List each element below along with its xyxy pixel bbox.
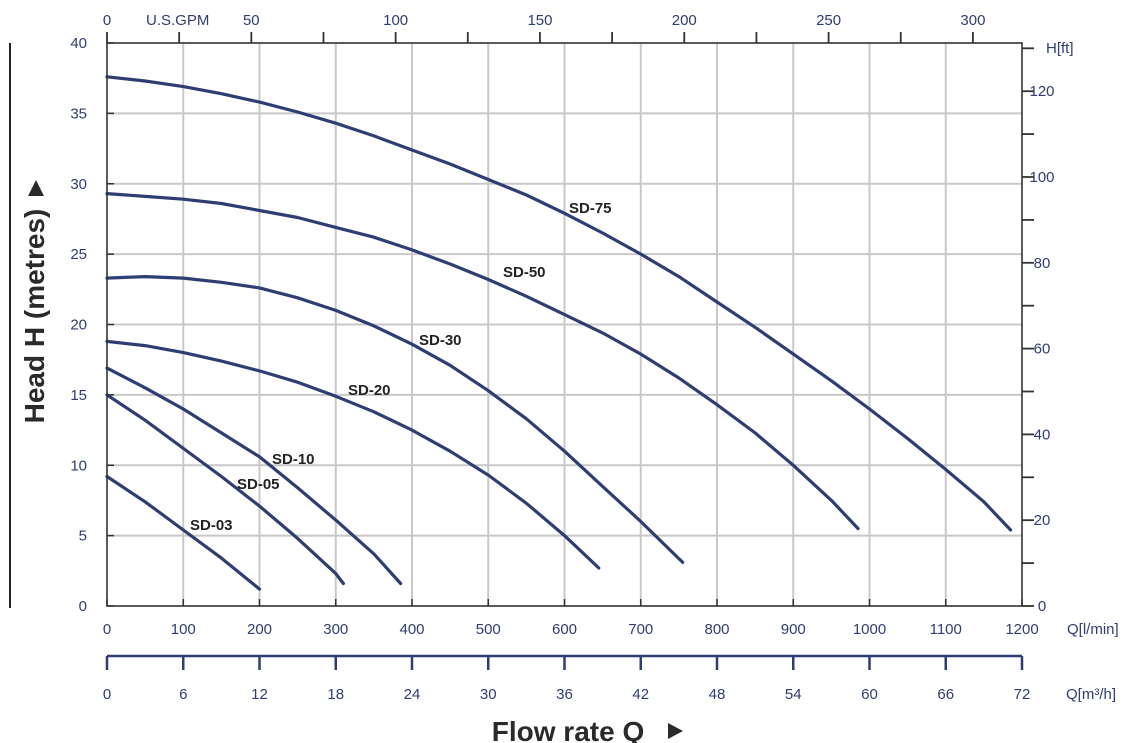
x-tick-label: 300 xyxy=(323,621,348,638)
series-label-sd-50: SD-50 xyxy=(503,264,546,281)
top-unit-label: U.S.GPM xyxy=(146,12,209,29)
bottom2-unit-label: Q[m³/h] xyxy=(1066,686,1116,703)
bottom2-tick-label: 66 xyxy=(937,686,954,703)
y-axis-arrow-icon xyxy=(28,180,44,196)
bottom2-tick-label: 60 xyxy=(861,686,878,703)
bottom2-tick-label: 6 xyxy=(179,686,187,703)
top-tick-label: 300 xyxy=(960,12,985,29)
grid xyxy=(107,43,1022,606)
x-tick-label: 800 xyxy=(704,621,729,638)
y-tick-label: 15 xyxy=(70,387,87,404)
curve-sd-75 xyxy=(105,75,1013,532)
curves xyxy=(105,75,1013,591)
curve-sd-05 xyxy=(105,393,345,586)
series-label-sd-75: SD-75 xyxy=(569,200,612,217)
right-unit-label: H[ft] xyxy=(1046,40,1074,57)
bottom2-tick-label: 12 xyxy=(251,686,268,703)
bottom2-tick-label: 24 xyxy=(404,686,421,703)
axes xyxy=(9,32,1034,670)
bottom2-tick-label: 48 xyxy=(709,686,726,703)
series-label-sd-03: SD-03 xyxy=(190,517,233,534)
bottom2-tick-label: 0 xyxy=(103,686,111,703)
y-tick-label: 5 xyxy=(79,528,87,545)
top-tick-label: 100 xyxy=(383,12,408,29)
x-tick-label: 200 xyxy=(247,621,272,638)
y-tick-label: 10 xyxy=(70,457,87,474)
y-tick-label: 30 xyxy=(70,176,87,193)
x-tick-label: 600 xyxy=(552,621,577,638)
curve-sd-30 xyxy=(105,275,685,564)
bottom2-tick-label: 42 xyxy=(632,686,649,703)
x-tick-label: 700 xyxy=(628,621,653,638)
series-label-sd-05: SD-05 xyxy=(237,476,280,493)
bottom2-tick-label: 72 xyxy=(1014,686,1031,703)
curve-sd-50 xyxy=(105,192,860,531)
right-tick-label: 80 xyxy=(1034,255,1051,272)
x-tick-label: 1100 xyxy=(930,621,962,638)
right-tick-label: 100 xyxy=(1029,169,1054,186)
x-tick-label: 1200 xyxy=(1005,621,1038,638)
top-tick-label: 150 xyxy=(527,12,552,29)
bottom2-tick-label: 30 xyxy=(480,686,497,703)
x-tick-label: 400 xyxy=(399,621,424,638)
top-tick-label: 0 xyxy=(103,12,111,29)
x-tick-label: 1000 xyxy=(853,621,886,638)
curve-sd-03 xyxy=(105,474,262,591)
right-tick-label: 120 xyxy=(1029,83,1054,100)
curve-sd-10 xyxy=(105,366,403,586)
x-tick-label: 500 xyxy=(476,621,501,638)
y-tick-label: 35 xyxy=(70,105,87,122)
y-tick-label: 0 xyxy=(79,598,87,615)
x-tick-label: 0 xyxy=(103,621,111,638)
y-tick-label: 25 xyxy=(70,246,87,263)
x-tick-label: 900 xyxy=(781,621,806,638)
y-tick-label: 20 xyxy=(70,317,87,334)
right-tick-label: 60 xyxy=(1034,341,1051,358)
top-tick-label: 250 xyxy=(816,12,841,29)
series-label-sd-30: SD-30 xyxy=(419,332,462,349)
y-axis-title: Head H (metres) xyxy=(19,209,50,424)
bottom2-tick-label: 36 xyxy=(556,686,573,703)
x-tick-label: 100 xyxy=(171,621,196,638)
right-tick-label: 20 xyxy=(1034,512,1051,529)
x-axis-title: Flow rate Q xyxy=(492,716,644,743)
top-tick-label: 200 xyxy=(672,12,697,29)
y-tick-label: 40 xyxy=(70,35,87,52)
curve-sd-20 xyxy=(105,339,601,570)
bottom2-tick-label: 18 xyxy=(327,686,344,703)
series-label-sd-10: SD-10 xyxy=(272,451,315,468)
right-tick-label: 40 xyxy=(1034,426,1051,443)
series-label-sd-20: SD-20 xyxy=(348,382,391,399)
x-axis-arrow-icon xyxy=(668,723,683,739)
right-tick-label: 0 xyxy=(1038,598,1046,615)
x-unit-label: Q[l/min] xyxy=(1067,621,1119,638)
top-tick-label: 50 xyxy=(243,12,260,29)
bottom2-tick-label: 54 xyxy=(785,686,802,703)
